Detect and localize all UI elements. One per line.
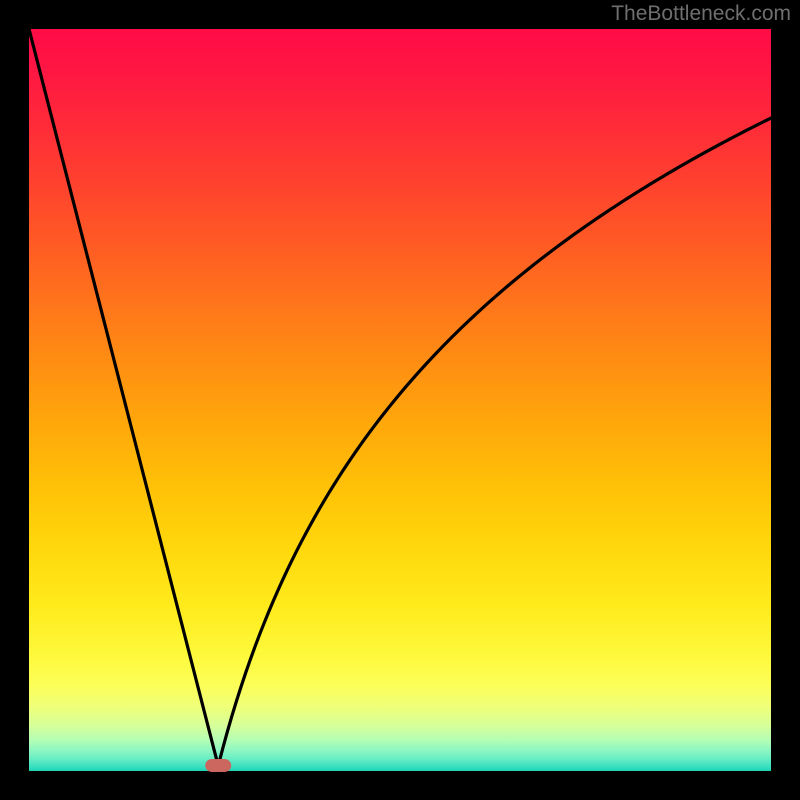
chart-stage: TheBottleneck.com <box>0 0 800 800</box>
vertex-marker <box>205 759 231 772</box>
chart-svg <box>0 0 800 800</box>
plot-gradient <box>29 29 771 771</box>
watermark-text: TheBottleneck.com <box>611 2 791 26</box>
